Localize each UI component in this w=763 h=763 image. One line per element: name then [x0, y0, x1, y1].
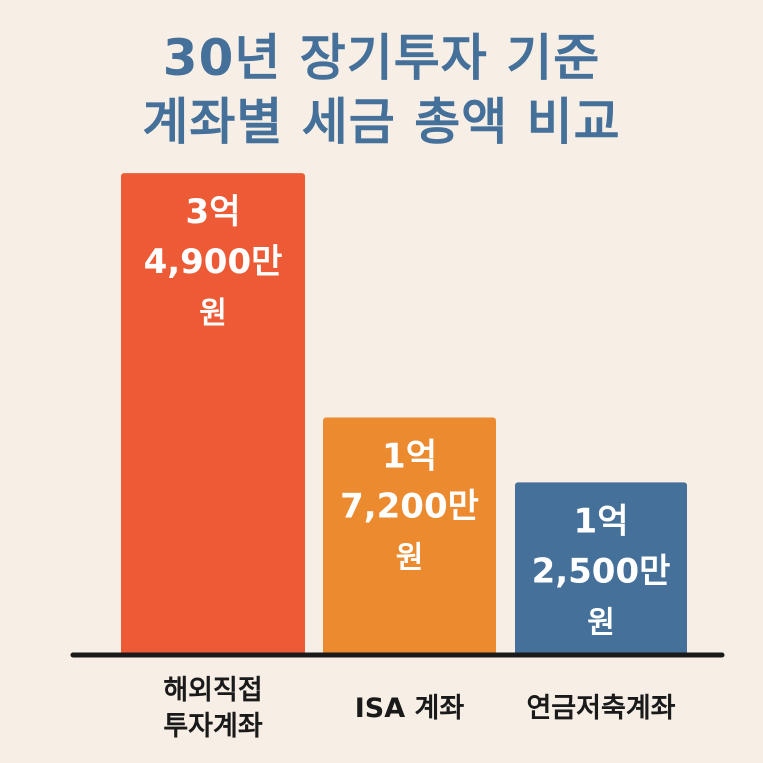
bar-1: [121, 173, 305, 658]
bar-1-value-label-line-3: 원: [199, 296, 227, 331]
bar-2-value-label-line-1: 1억: [382, 437, 437, 477]
category-label-1-line-2: 투자계좌: [163, 711, 263, 742]
category-label-3-line-1: 연금저축계좌: [526, 693, 675, 724]
bar-1-value-label-line-1: 3억: [186, 192, 241, 232]
category-label-1-line-1: 해외직접: [163, 675, 262, 706]
bar-3-value-label-line-3: 원: [587, 605, 615, 640]
bar-2-value-label-line-3: 원: [396, 541, 424, 576]
bar-3: [515, 482, 687, 657]
bar-1-value-label-line-2: 4,900만: [144, 242, 283, 282]
chart-title-line2: 계좌별 세금 총액 비교: [142, 93, 621, 151]
bar-2-value-label-line-2: 7,200만: [340, 487, 479, 527]
bar-2: [323, 417, 496, 657]
bar-3-value-label-line-1: 1억: [574, 501, 629, 541]
chart-title: 30년 장기투자 기준 계좌별 세금 총액 비교: [0, 26, 763, 154]
category-label-2-line-1: ISA 계좌: [355, 693, 465, 724]
chart-title-line1: 30년 장기투자 기준: [162, 29, 601, 87]
bar-3-value-label-line-2: 2,500만: [532, 551, 671, 591]
